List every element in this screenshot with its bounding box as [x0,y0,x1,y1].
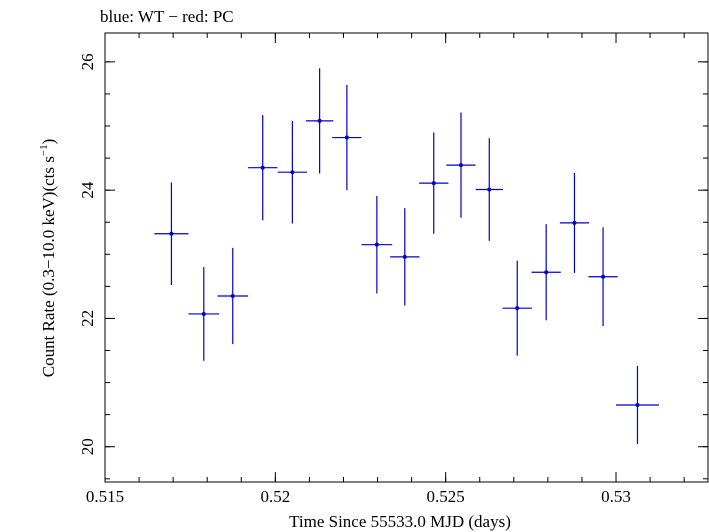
data-point [559,172,590,273]
x-tick-label: 0.53 [601,487,631,506]
y-axis-label-superscript: −1 [38,144,50,156]
data-marker [201,311,206,316]
x-axis-label: Time Since 55533.0 MJD (days) [289,512,511,531]
data-marker [402,254,407,259]
x-tick-label: 0.525 [427,487,465,506]
y-tick-label: 20 [78,438,97,455]
data-marker [572,220,577,225]
data-point [306,68,334,174]
data-marker [317,118,322,123]
x-tick-label: 0.515 [86,487,124,506]
data-point [588,227,618,327]
data-marker [635,403,640,408]
y-axis-tick-labels: 20 22 24 26 [78,53,97,455]
y-axis-label-close: ) [39,139,58,145]
data-marker [344,135,349,140]
data-point [332,84,362,191]
data-point [616,365,659,445]
data-marker [230,293,235,298]
data-marker [544,270,549,275]
data-marker [459,163,464,168]
data-marker [431,181,436,186]
data-point [475,138,503,241]
x-tick-label: 0.52 [260,487,290,506]
data-point [531,224,561,321]
data-point [502,260,532,356]
data-point [217,247,249,345]
x-axis-tick-labels: 0.515 0.52 0.525 0.53 [86,487,631,506]
y-tick-label: 22 [78,310,97,327]
data-marker [260,165,265,170]
data-point [390,208,420,306]
y-axis-ticks [105,61,708,480]
data-marker [515,306,520,311]
data-marker [374,242,379,247]
y-tick-label: 26 [78,53,97,70]
y-axis-label: Count Rate (0.3−10.0 keV)(cts s−1) [38,139,58,378]
data-point [154,182,189,286]
data-point [446,112,476,218]
data-marker [601,274,606,279]
y-tick-label: 24 [78,181,97,199]
data-point [419,132,449,234]
data-point [248,115,278,221]
data-series [154,68,659,445]
chart-title: blue: WT − red: PC [100,7,234,26]
data-point [361,195,393,294]
data-point [277,120,308,224]
plot-frame [104,32,709,483]
data-marker [290,170,295,175]
x-axis-ticks [104,33,685,482]
y-axis-label-main: Count Rate (0.3−10.0 keV)(cts s [39,156,58,377]
data-marker [169,231,174,236]
data-point [188,267,220,361]
data-marker [487,187,492,192]
